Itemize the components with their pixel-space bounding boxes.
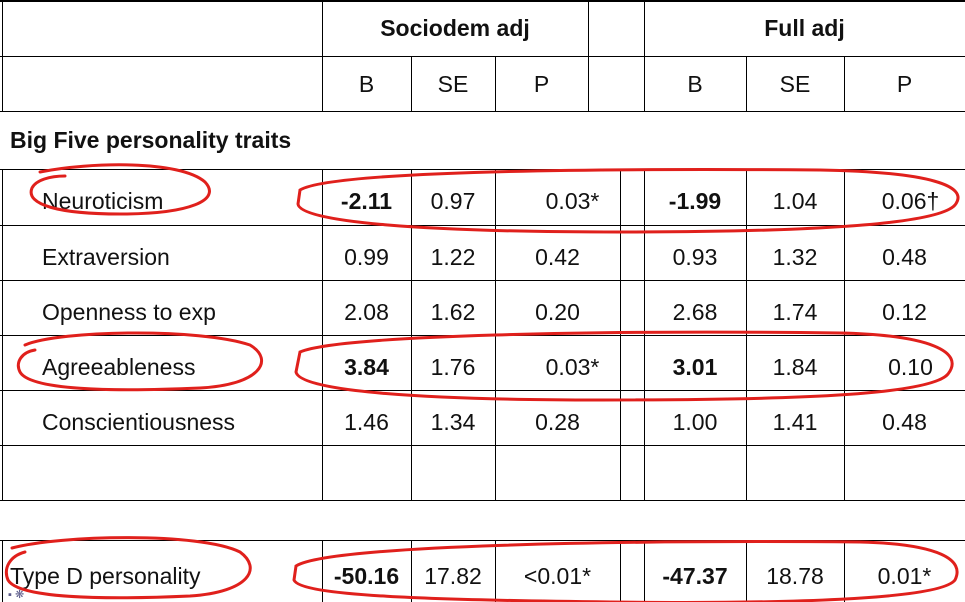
- row-divider: [0, 280, 965, 281]
- col-divider: [844, 57, 845, 111]
- cell-value: 0.06†: [881, 188, 940, 214]
- cell-value: -1.99: [668, 188, 722, 214]
- cell-value: 1.62: [430, 298, 476, 325]
- cell-value: 1.00: [672, 408, 718, 435]
- col-header-b: B: [687, 70, 703, 97]
- row-divider: [0, 0, 965, 2]
- cell-value: -50.16: [333, 562, 400, 589]
- col-divider: [588, 0, 589, 111]
- col-divider: [495, 57, 496, 111]
- cell-value: 1.34: [430, 408, 476, 435]
- cell-value: 0.03*: [545, 188, 600, 214]
- cell-value: 0.03*: [545, 353, 600, 380]
- cell-value: 0.99: [344, 243, 389, 270]
- cell-value: 3.01: [672, 353, 718, 380]
- col-header-p: P: [896, 70, 913, 97]
- col-divider: [2, 540, 3, 602]
- row-divider: [0, 445, 965, 446]
- col-divider: [411, 57, 412, 111]
- col-divider: [322, 0, 323, 111]
- cell-value: 1.46: [344, 408, 389, 435]
- row-label: Neuroticism: [42, 188, 164, 214]
- col-header-p: P: [533, 70, 550, 97]
- row-divider: [0, 111, 965, 112]
- header-group-sociodem: Sociodem adj: [380, 14, 530, 41]
- cell-value: 1.84: [772, 353, 818, 380]
- cell-value: 0.12: [882, 298, 927, 325]
- col-divider: [620, 540, 621, 602]
- col-header-se: SE: [437, 70, 469, 97]
- cell-value: 0.28: [535, 408, 580, 435]
- cell-value: -2.11: [340, 188, 393, 214]
- row-label: Extraversion: [42, 243, 170, 270]
- cell-value: 2.68: [672, 298, 718, 325]
- cell-value: 0.48: [882, 243, 927, 270]
- col-divider: [746, 57, 747, 111]
- cell-value: 1.41: [772, 408, 818, 435]
- row-divider: [0, 540, 965, 541]
- cell-value: 0.20: [535, 298, 580, 325]
- row-label: Agreeableness: [42, 353, 196, 380]
- cell-value: 2.08: [344, 298, 389, 325]
- cell-value: 1.76: [430, 353, 476, 380]
- cell-value: 0.93: [672, 243, 718, 270]
- cell-value: 18.78: [766, 562, 824, 589]
- header-group-full: Full adj: [764, 14, 845, 41]
- cell-value: -47.37: [662, 562, 728, 589]
- col-divider: [2, 0, 3, 111]
- cell-value: 0.42: [535, 243, 580, 270]
- row-divider: [0, 500, 965, 501]
- cell-value: 0.97: [430, 188, 476, 214]
- cell-value: 0.01*: [877, 562, 932, 589]
- cell-value: 17.82: [424, 562, 482, 589]
- cell-value: 1.04: [772, 188, 818, 214]
- col-header-se: SE: [779, 70, 811, 97]
- row-divider: [0, 56, 965, 57]
- cell-value: 1.74: [772, 298, 818, 325]
- col-divider: [620, 169, 621, 500]
- cell-value: 3.84: [344, 353, 389, 380]
- section-title: Big Five personality traits: [10, 127, 292, 153]
- row-label: Conscientiousness: [42, 408, 236, 435]
- cell-value: 1.32: [772, 243, 818, 270]
- col-header-b: B: [358, 70, 375, 97]
- col-divider: [644, 0, 645, 111]
- cell-value: 0.10: [888, 353, 933, 380]
- row-label: Openness to exp: [42, 298, 216, 325]
- col-divider: [2, 169, 3, 500]
- cell-value: 0.48: [882, 408, 927, 435]
- cell-value: <0.01*: [523, 562, 592, 589]
- cell-value: 1.22: [430, 243, 476, 270]
- institution-logo: ▪ ❋: [8, 589, 25, 601]
- row-label: Type D personality: [10, 562, 201, 589]
